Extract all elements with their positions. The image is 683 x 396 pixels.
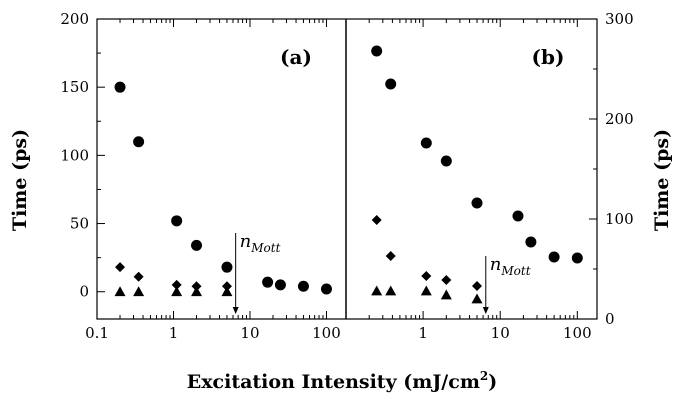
panel-b-circle-point [548, 251, 560, 263]
panel-a-circle-point [274, 279, 286, 291]
panel-b-triangle-point [371, 285, 383, 296]
panel-b-circle-point [440, 155, 452, 167]
panel-a-circle-point [297, 280, 309, 292]
panel-b-circle-point [420, 137, 432, 149]
panel-a-circle-point [320, 283, 332, 295]
panel-a-triangle-point [221, 286, 233, 297]
panel-a-mott-arrowhead [232, 307, 239, 314]
panel-a-mott-label: nMott [240, 231, 281, 255]
y-axis-label-right: Time (ps) [651, 129, 673, 231]
panel-a-x-tick-label: 1 [169, 324, 179, 342]
panel-b-diamond-point [385, 251, 396, 261]
panel-b-circle-point [512, 210, 524, 222]
panel-b-x-tick-label: 100 [563, 324, 592, 342]
panel-b-y-tick-label: 100 [605, 210, 634, 228]
panel-b-circle-point [525, 236, 537, 248]
panel-a-x-tick-label: 0.1 [85, 324, 109, 342]
panel-a-diamond-point [133, 271, 144, 282]
panel-b-y-tick-label: 0 [605, 310, 615, 328]
panel-b-mott-label-sub: Mott [500, 264, 530, 278]
panel-b-y-tick-label: 200 [605, 110, 634, 128]
panel-a-mott-label-sub: Mott [250, 241, 280, 255]
panel-a-circle-point [262, 276, 274, 288]
points-layer [114, 45, 583, 304]
panel-a-diamond-point [115, 262, 126, 273]
ticks-layer [97, 18, 597, 319]
panel-a-diamond-point [171, 279, 182, 290]
panel-a-triangle-point [191, 286, 203, 297]
panel-a-y-tick-label: 50 [70, 215, 89, 233]
panel-a-y-tick-label: 200 [60, 10, 89, 28]
panel-b-triangle-point [471, 293, 483, 304]
panel-a-triangle-point [114, 286, 126, 297]
panel-label-b: (b) [532, 45, 565, 69]
panel-b-mott-label-base: n [490, 254, 502, 275]
panel-a-mott-label-base: n [240, 231, 252, 252]
panel-b-triangle-point [440, 289, 452, 300]
panel-b-diamond-point [371, 215, 382, 225]
panel-b-circle-point [471, 197, 483, 209]
panel-b-circle-point [371, 45, 383, 57]
panel-b-mott-arrowhead [482, 307, 489, 314]
panel-a-triangle-point [133, 286, 145, 297]
panel-b-circle-point [571, 252, 583, 264]
panel-b-diamond-point [472, 281, 483, 291]
panel-b-x-tick-label: 1 [418, 324, 428, 342]
panel-b-diamond-point [441, 275, 452, 285]
panel-a-y-tick-label: 150 [60, 78, 89, 96]
panel-a-x-tick-label: 10 [240, 324, 259, 342]
y-axis-label-left: Time (ps) [9, 129, 31, 231]
panel-a-y-tick-label: 0 [79, 283, 89, 301]
panel-b-mott-label: nMott [490, 254, 531, 278]
panel-b-triangle-point [420, 285, 432, 296]
panel-a-circle-point [114, 81, 126, 93]
x-axis-label-end: ) [488, 371, 497, 393]
x-axis-label-sup: 2 [480, 369, 488, 383]
panel-b-diamond-point [421, 271, 432, 281]
panel-b-y-tick-label: 300 [605, 10, 634, 28]
panel-label-a: (a) [280, 45, 312, 69]
x-axis-label: Excitation Intensity (mJ/cm2) [187, 369, 498, 393]
panel-b-triangle-point [385, 285, 397, 296]
panel-b-x-tick-label: 10 [491, 324, 510, 342]
panel-a-circle-point [171, 215, 183, 227]
panel-a-circle-point [221, 261, 233, 273]
panel-a-x-tick-label: 100 [312, 324, 341, 342]
panel-a-circle-point [133, 136, 145, 148]
panel-b-circle-point [385, 78, 397, 90]
panel-a-triangle-point [171, 286, 183, 297]
panel-a-y-tick-label: 100 [60, 146, 89, 164]
x-axis-label-main: Excitation Intensity (mJ/cm [187, 371, 480, 393]
panel-a-circle-point [191, 239, 203, 251]
